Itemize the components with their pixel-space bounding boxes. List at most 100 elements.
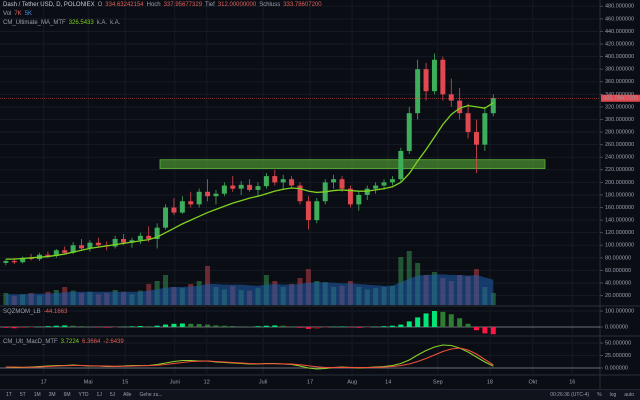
macd-legend: CM_Ult_MacD_MTF 3.7224 6.3664 -2.6439 [3, 339, 124, 345]
momentum-bar [20, 327, 26, 328]
momentum-bar [356, 327, 362, 328]
momentum-bar [431, 311, 437, 327]
y-tick-label: 40.000000 [605, 280, 631, 286]
momentum-bar [305, 327, 311, 329]
candle-body [398, 150, 404, 180]
candle-body [389, 179, 395, 183]
readout-label: Hoch [146, 2, 161, 8]
momentum-bar [221, 325, 227, 327]
momentum-bar [62, 325, 68, 327]
volume-bar [406, 251, 412, 305]
y-tick-label: 80.000000 [605, 255, 631, 261]
momentum-bar [398, 324, 404, 327]
candle-body [230, 185, 236, 189]
candle-body [280, 179, 286, 183]
range-button[interactable]: 5J [109, 392, 116, 398]
candle-body [79, 245, 85, 249]
momentum-bar [322, 327, 328, 328]
x-tick-label: 16 [569, 379, 575, 385]
momentum-bar [146, 326, 152, 327]
range-button[interactable]: 1M [33, 392, 41, 398]
momentum-bar [255, 326, 261, 327]
readout-value: 337.95677329 [163, 2, 203, 8]
option-button[interactable]: auto [624, 392, 634, 398]
option-button[interactable]: log [609, 392, 617, 398]
momentum-bar [163, 324, 169, 327]
momentum-bar [205, 324, 211, 327]
y-tick-label: 220.000000 [605, 167, 634, 173]
candle-body [381, 182, 387, 186]
range-button[interactable]: YTD [78, 392, 89, 398]
range-button[interactable]: 1T [6, 392, 12, 398]
momentum-bar [263, 325, 269, 327]
macd-value: 3.7224 [60, 339, 80, 345]
y-tick-label: 480.000000 [605, 4, 634, 10]
candle-body [314, 201, 320, 221]
range-button[interactable]: 3M [48, 392, 56, 398]
momentum-bar [188, 323, 194, 327]
macd-name[interactable]: CM_Ult_MacD_MTF [3, 339, 58, 345]
candle-body [331, 179, 337, 183]
range-button[interactable]: 1J [96, 392, 102, 398]
ma-value: k.A. [96, 20, 108, 26]
candle-body [3, 260, 9, 263]
momentum-bar [473, 327, 479, 331]
momentum-bar [297, 327, 303, 328]
ma-legend: CM_Ultimate_MA_MTF 326.5433 k.A. k.A. [3, 20, 120, 26]
candle-body [297, 185, 303, 202]
volume-label: Vol [3, 11, 12, 17]
candle-body [482, 113, 488, 145]
ma-line [5, 102, 494, 260]
y-tick-label: 300.000000 [605, 117, 634, 123]
ma-value: k.A. [110, 20, 121, 26]
y-tick-label: 0.000000 [605, 365, 628, 371]
option-button[interactable]: % [597, 392, 602, 398]
y-tick-label: 320.000000 [605, 104, 634, 110]
range-button[interactable]: Gehe zu... [139, 392, 163, 398]
y-tick-label: 25.000000 [605, 353, 631, 359]
candle-body [431, 59, 437, 92]
candle-body [263, 176, 269, 187]
momentum-bar [129, 326, 135, 327]
momentum-bar [137, 326, 143, 327]
candle-body [373, 185, 379, 189]
last-price-box [601, 94, 640, 102]
candle-body [20, 257, 26, 263]
momentum-bar [314, 327, 320, 329]
candle-body [247, 184, 253, 190]
candle-body [45, 254, 51, 256]
candle-body [305, 201, 311, 221]
sqz-value: -44.1663 [43, 309, 68, 315]
candle-body [473, 132, 479, 145]
candle-body [196, 191, 202, 205]
candle-body [272, 176, 278, 183]
y-tick-label: 440.000000 [605, 29, 634, 35]
candle-body [121, 238, 127, 243]
candle-body [53, 250, 59, 256]
candle-body [213, 193, 219, 197]
range-button[interactable]: 6M [63, 392, 71, 398]
candle-body [11, 260, 17, 263]
candle-body [347, 188, 353, 205]
candle-body [423, 69, 429, 92]
range-button[interactable]: Alle [123, 392, 132, 398]
momentum-bar [457, 318, 463, 327]
x-tick-label: 12 [204, 379, 210, 385]
momentum-bar [440, 311, 446, 327]
momentum-bar [490, 327, 496, 335]
volume-value: 5K [24, 11, 33, 17]
candle-body [448, 94, 454, 101]
momentum-bar [53, 325, 59, 327]
sqz-name[interactable]: SQZMOM_LB [3, 309, 41, 315]
momentum-bar [238, 326, 244, 327]
y-tick-label: 20.000000 [605, 293, 631, 299]
macd-line [5, 347, 494, 369]
y-tick-label: 0.000000 [605, 324, 628, 330]
candle-body [62, 250, 68, 253]
ma-value: 326.5433 [68, 20, 94, 26]
x-tick-label: Mai [84, 379, 93, 385]
momentum-bar [415, 317, 421, 327]
range-button[interactable]: 5T [19, 392, 26, 398]
ma-name[interactable]: CM_Ultimate_MA_MTF [3, 20, 66, 26]
